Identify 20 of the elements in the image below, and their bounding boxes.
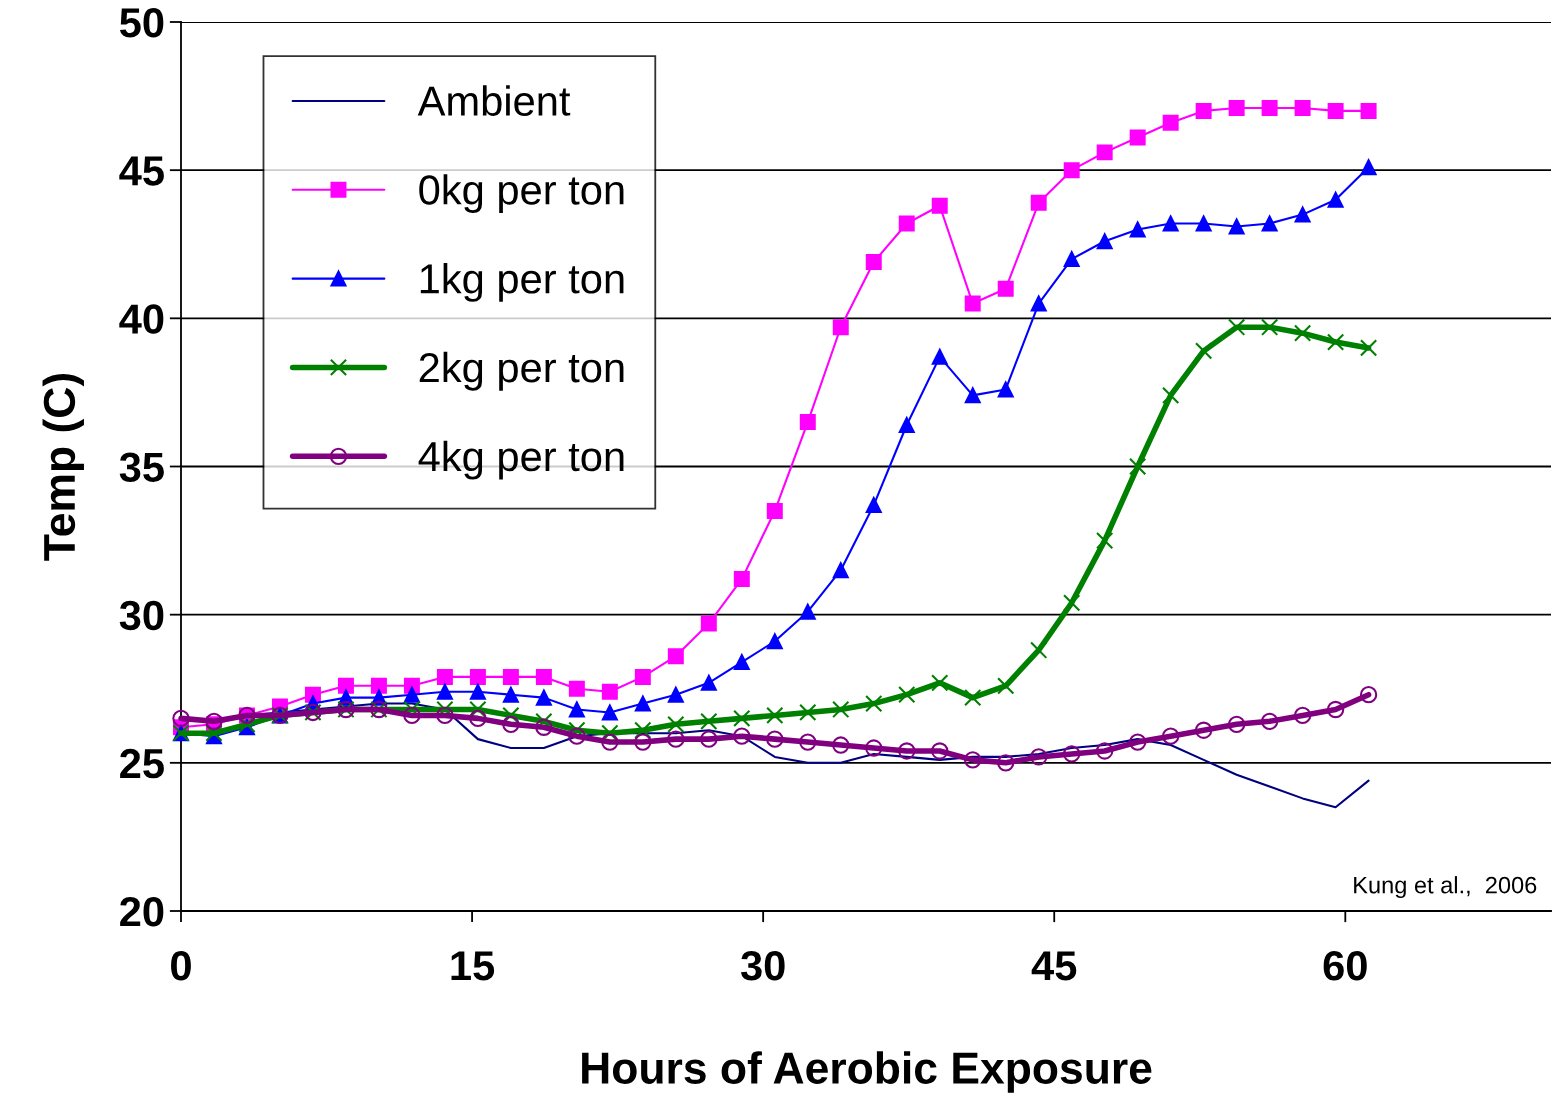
legend-label: 2kg per ton <box>419 351 624 391</box>
x-tick-label: 30 <box>740 950 785 981</box>
legend-label: 4kg per ton <box>418 440 624 480</box>
legend-label: Ambient <box>417 85 571 116</box>
x-tick-label: 45 <box>1031 951 1077 981</box>
y-axis-title: Temp (C) <box>42 374 84 561</box>
y-tick-label: 50 <box>119 8 164 38</box>
legend-label: 1kg per ton <box>420 263 624 302</box>
y-tick-label: 30 <box>119 600 164 631</box>
y-tick-label: 45 <box>119 156 164 186</box>
x-axis-title: Hours of Aerobic Exposure <box>582 1051 1152 1093</box>
y-tick-label: 35 <box>119 452 164 483</box>
x-tick-label: 60 <box>1323 950 1367 981</box>
y-tick-label: 20 <box>120 897 164 927</box>
y-tick-label: 40 <box>119 304 164 334</box>
annotation: Kung et al., 2006 <box>1354 876 1537 899</box>
x-tick-label: 15 <box>451 951 495 981</box>
legend-label: 0kg per ton <box>419 174 624 214</box>
y-tick-label: 25 <box>120 748 164 779</box>
x-tick-label: 0 <box>171 950 191 981</box>
